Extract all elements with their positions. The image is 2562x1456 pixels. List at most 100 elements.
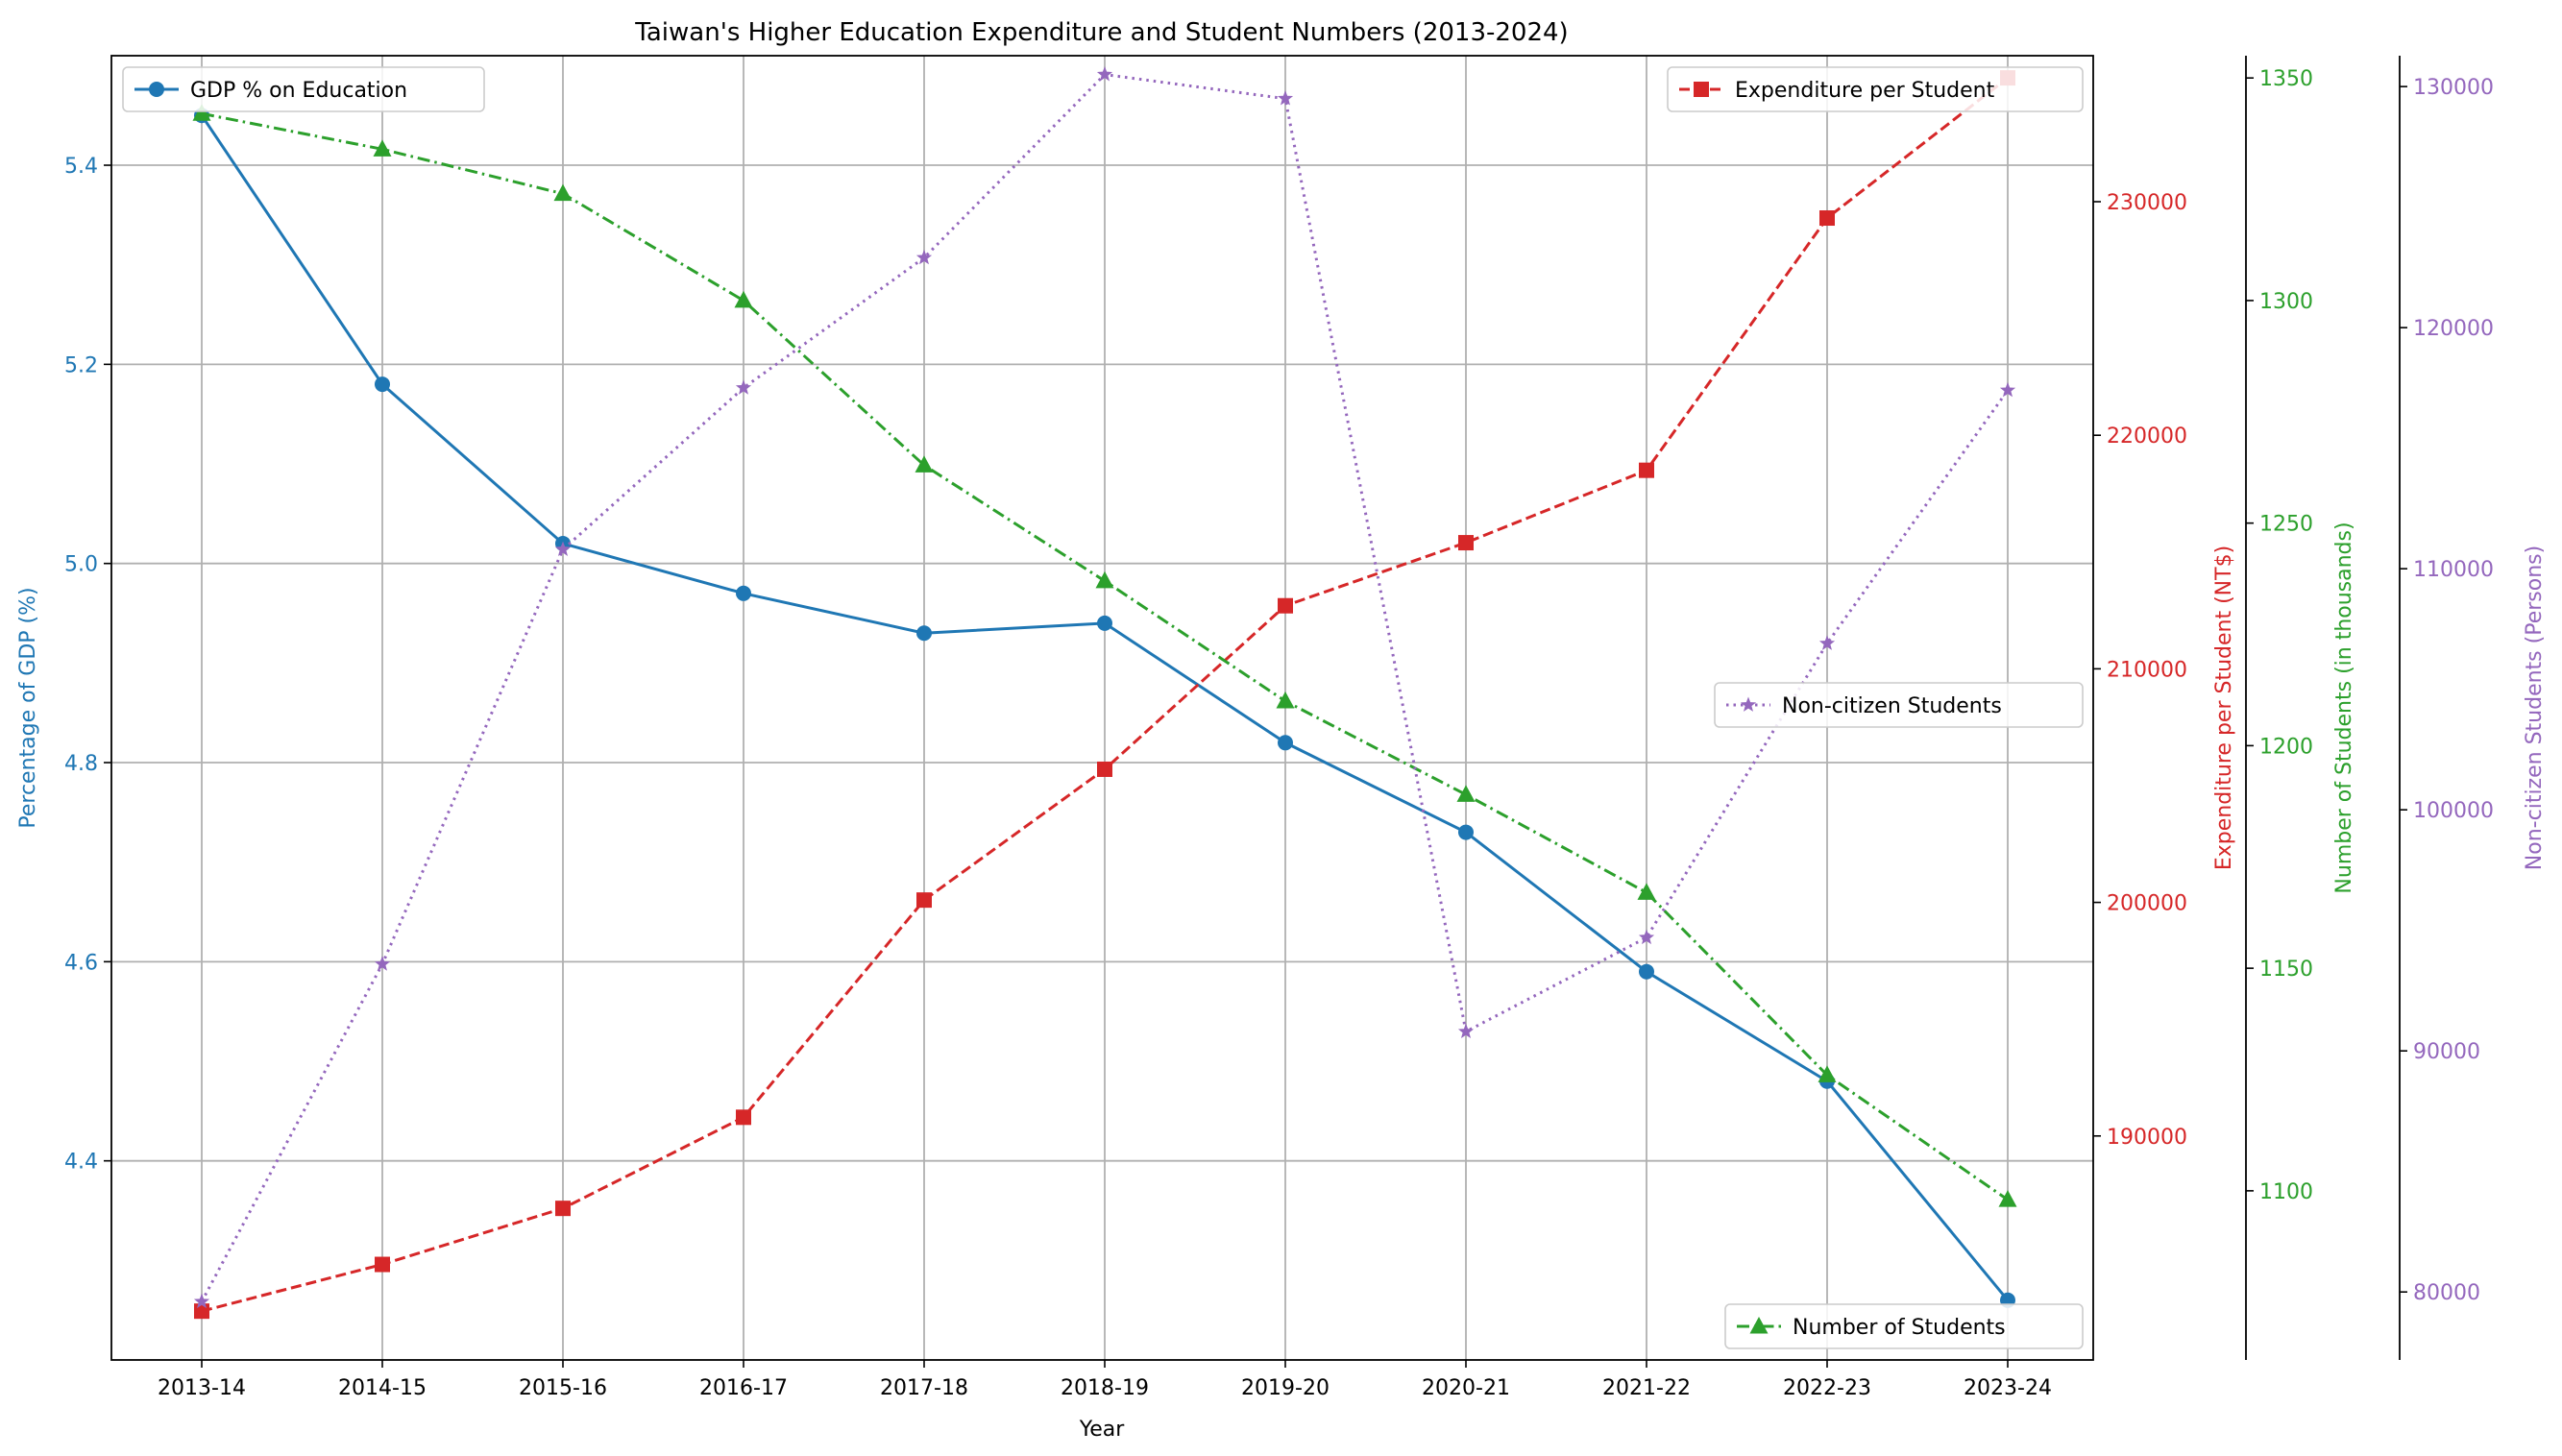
y-axis-label-num: Number of Students (in thousands) (2332, 522, 2356, 893)
legend-marker (1740, 696, 1757, 712)
data-point-nc (554, 541, 572, 556)
data-point-exp (916, 892, 932, 909)
y-tick-label-exp: 230000 (2107, 191, 2187, 215)
data-point-exp (194, 1303, 209, 1320)
legend-upper-left: GDP % on Education (122, 66, 485, 112)
data-point-gdp (916, 625, 932, 642)
legend-lower-right: Number of Students (1724, 1303, 2084, 1349)
data-point-num (192, 104, 211, 121)
y-axis-label-exp: Expenditure per Student (NT$) (2212, 546, 2236, 870)
legend-label: Number of Students (1793, 1316, 2006, 1340)
y-tick-label-num: 1200 (2259, 735, 2313, 759)
series-nc (193, 66, 2016, 1309)
data-point-nc (1096, 66, 1113, 82)
data-point-nc (1277, 90, 1294, 106)
y-tick-label-exp: 200000 (2107, 892, 2187, 916)
legend-marker (1749, 1317, 1769, 1334)
data-point-num (915, 455, 934, 473)
chart-title: Taiwan's Higher Education Expenditure an… (634, 18, 1568, 47)
data-point-num (1276, 692, 1295, 709)
data-point-nc (1638, 929, 1655, 945)
y-tick-label-nc: 110000 (2413, 558, 2494, 582)
data-point-exp (555, 1201, 571, 1217)
y-tick-label: 5.0 (64, 553, 98, 577)
legend-layer: GDP % on Education Expenditure per Studen… (122, 66, 2084, 1349)
data-point-num (1998, 1190, 2017, 1207)
x-tick-label: 2022-23 (1783, 1376, 1871, 1400)
y-tick-label-nc: 100000 (2413, 799, 2494, 823)
y-tick-label-exp: 220000 (2107, 425, 2187, 449)
legend-label: GDP % on Education (190, 79, 407, 103)
y-tick-label-num: 1100 (2259, 1180, 2313, 1204)
data-point-exp (736, 1109, 751, 1126)
data-point-nc (915, 249, 933, 265)
data-point-gdp (375, 376, 390, 393)
data-point-num (1818, 1065, 1837, 1082)
data-point-gdp (1458, 824, 1474, 840)
data-point-nc (735, 379, 752, 395)
data-point-exp (1097, 761, 1112, 777)
x-tick-label: 2015-16 (519, 1376, 607, 1400)
data-point-exp (1639, 462, 1654, 478)
y-tick-label: 5.2 (64, 353, 98, 377)
x-tick-label: 2016-17 (699, 1376, 788, 1400)
data-point-nc (374, 956, 391, 971)
data-point-exp (1278, 597, 1293, 614)
y-tick-label-nc: 90000 (2413, 1040, 2480, 1064)
y-axis-label-nc: Non-citizen Students (Persons) (2523, 546, 2547, 870)
legend-label: Non-citizen Students (1782, 694, 2002, 718)
data-point-gdp (736, 585, 751, 601)
x-tick-label: 2020-21 (1422, 1376, 1510, 1400)
data-point-gdp (1639, 963, 1654, 980)
y-tick-label: 4.4 (64, 1151, 98, 1175)
data-point-num (553, 183, 573, 202)
x-tick-label: 2023-24 (1964, 1376, 2052, 1400)
legend-marker (149, 82, 164, 97)
x-axis-label: Year (1079, 1418, 1126, 1442)
legend-box (1667, 66, 2084, 112)
legend-box (1714, 682, 2084, 728)
y-axis-label-gdp: Percentage of GDP (%) (16, 587, 40, 828)
x-tick-label: 2014-15 (338, 1376, 427, 1400)
data-point-nc (193, 1293, 210, 1309)
y-tick-label-num: 1150 (2259, 958, 2313, 982)
y-tick-label-num: 1350 (2259, 67, 2313, 91)
y-tick-label-num: 1250 (2259, 513, 2313, 537)
legend-center-right: Non-citizen Students (1714, 682, 2084, 728)
data-point-exp (1458, 535, 1474, 551)
legend-upper-right: Expenditure per Student (1667, 66, 2084, 112)
data-point-nc (1457, 1023, 1475, 1038)
y-tick-label-nc: 80000 (2413, 1281, 2480, 1305)
plot-frame (110, 55, 2094, 1361)
data-point-num (1095, 570, 1114, 589)
data-point-exp (375, 1256, 390, 1273)
data-point-num (373, 139, 392, 157)
data-point-nc (1999, 381, 2016, 398)
y-tick-label-exp: 190000 (2107, 1126, 2187, 1150)
series-layer (192, 66, 2017, 1320)
x-tick-label: 2021-22 (1602, 1376, 1691, 1400)
series-num (192, 104, 2017, 1207)
y-tick-label-num: 1300 (2259, 290, 2313, 314)
x-tick-label: 2017-18 (880, 1376, 968, 1400)
data-point-num (734, 290, 753, 308)
y-tick-label: 5.4 (64, 155, 98, 179)
y-tick-label: 4.6 (64, 951, 98, 975)
y-tick-label-nc: 120000 (2413, 317, 2494, 341)
y-tick-label-exp: 210000 (2107, 658, 2187, 682)
y-tick-label-nc: 130000 (2413, 76, 2494, 100)
data-point-nc (1818, 635, 1836, 650)
axes-layer: 2013-14 2014-15 2015-16 2016-17 2017-18 2018-… (16, 56, 2547, 1400)
data-point-gdp (1097, 615, 1112, 631)
x-tick-label: 2019-20 (1241, 1376, 1330, 1400)
x-tick-label: 2018-19 (1061, 1376, 1149, 1400)
legend-marker (1694, 82, 1709, 97)
data-point-gdp (1278, 735, 1293, 751)
data-point-num (1456, 785, 1476, 802)
legend-label: Expenditure per Student (1735, 79, 1995, 103)
legend-box (122, 66, 485, 112)
data-point-num (1637, 883, 1656, 900)
legend-box (1724, 1303, 2084, 1349)
